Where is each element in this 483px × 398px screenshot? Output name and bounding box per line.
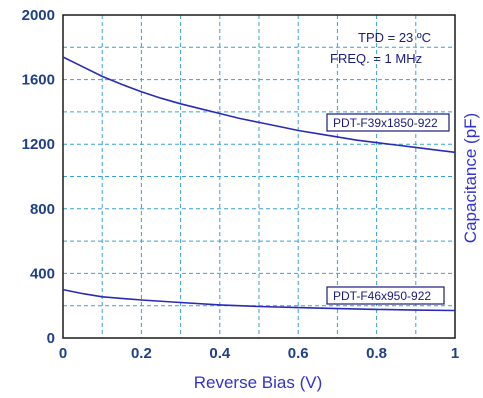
series-lines — [62, 56, 456, 312]
series-line-2 — [62, 288, 456, 312]
series-label-2-box — [326, 286, 445, 305]
x-tick-label: 0.8 — [366, 345, 387, 362]
tick-labels: 0 0.2 0.4 0.6 0.8 1 0 400 800 1200 1600 2000 — [22, 7, 460, 362]
x-tick-label: 0.6 — [288, 345, 309, 362]
temperature-annotation: TPD = 23 ºC — [358, 30, 431, 45]
series-line-1 — [62, 56, 456, 154]
y-tick-label: 0 — [47, 330, 55, 347]
y-tick-label: 2000 — [22, 7, 55, 24]
series-label-2: PDT-F46x950-922 — [326, 286, 445, 305]
x-tick-label: 0.2 — [131, 345, 152, 362]
series-label-1-box — [326, 113, 450, 132]
y-tick-label: 1200 — [22, 136, 55, 153]
x-tick-label: 1 — [451, 345, 459, 362]
x-tick-label: 0 — [59, 345, 67, 362]
series-label-1-text: PDT-F39x1850-922 — [333, 116, 438, 130]
y-tick-label: 400 — [30, 265, 55, 282]
y-tick-label: 800 — [30, 201, 55, 218]
x-tick-label: 0.4 — [209, 345, 231, 362]
y-tick-label: 1600 — [22, 72, 55, 89]
x-axis-label: Reverse Bias (V) — [194, 373, 322, 392]
grid — [63, 15, 455, 338]
plot-frame — [62, 14, 456, 339]
frequency-annotation: FREQ. = 1 MHz — [330, 51, 422, 66]
series-label-1: PDT-F39x1850-922 — [326, 113, 450, 132]
y-axis-label: Capacitance (pF) — [461, 113, 480, 243]
series-label-2-text: PDT-F46x950-922 — [333, 289, 431, 303]
